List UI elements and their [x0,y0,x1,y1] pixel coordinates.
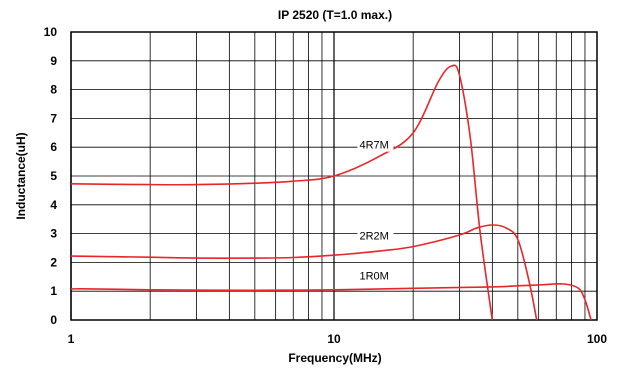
series-group [70,64,592,321]
series-label-bg [357,229,394,243]
x-tick-label: 10 [327,332,341,346]
y-tick-label: 0 [50,313,57,327]
x-tick-label: 1 [68,332,75,346]
y-tick-label: 9 [50,54,57,68]
y-tick-label: 10 [44,25,58,39]
y-tick-label: 3 [50,227,57,241]
y-tick-label: 5 [50,169,57,183]
y-tick-label: 6 [50,140,57,154]
y-tick-label: 7 [50,111,57,125]
series-line-4r7m [70,64,494,321]
y-tick-label: 2 [50,255,57,269]
series-labels: 4R7M 2R2M 1R0M [357,138,394,283]
series-label-1r0m: 1R0M [359,271,388,283]
chart-title: IP 2520 (T=1.0 max.) [278,8,392,22]
y-axis-label: Inductance(uH) [14,132,28,219]
y-ticks: 0 1 2 3 4 5 6 7 8 9 10 [44,25,58,327]
series-label-bg [357,269,394,283]
series-line-1r0m [70,283,592,321]
series-label-2r2m: 2R2M [359,230,388,242]
y-tick-label: 8 [50,83,57,97]
x-tick-label: 100 [587,332,607,346]
y-tick-label: 1 [50,284,57,298]
series-line-2r2m [70,224,538,321]
series-label-bg [357,138,394,152]
x-ticks: 1 10 100 [68,332,608,346]
plot-frame [70,31,598,321]
x-axis-label: Frequency(MHz) [288,351,381,365]
y-tick-label: 4 [50,198,57,212]
series-label-4r7m: 4R7M [359,140,388,152]
